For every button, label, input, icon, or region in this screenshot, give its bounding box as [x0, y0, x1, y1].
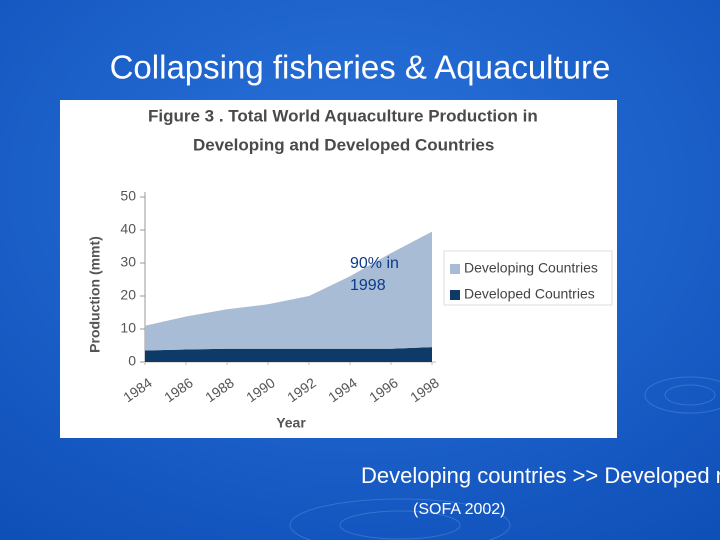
y-tick-label: 20 — [120, 287, 136, 303]
legend — [443, 250, 613, 306]
y-tick-label: 0 — [128, 353, 136, 369]
x-axis-label: Year — [276, 415, 306, 431]
source: (SOFA 2002) — [413, 501, 506, 518]
ripples — [289, 376, 720, 545]
chart-title: Developing and Developed Countries — [193, 135, 494, 154]
legend-swatch — [450, 264, 460, 274]
annotation: 90% in — [350, 255, 399, 272]
legend-label: Developing Countries — [464, 260, 598, 276]
area — [145, 347, 432, 362]
annotation: 1998 — [350, 277, 386, 294]
y-tick-label: 30 — [120, 254, 136, 270]
y-axis-label: Production (mmt) — [87, 236, 103, 353]
y-tick-label: 40 — [120, 221, 136, 237]
chart-title: Figure 3 . Total World Aquaculture Produ… — [148, 106, 538, 125]
legend-swatch — [450, 290, 460, 300]
area — [145, 231, 432, 351]
legend-label: Developed Countries — [464, 286, 595, 302]
caption: Developing countries >> Developed nation… — [361, 463, 720, 488]
y-tick-label: 50 — [120, 188, 136, 204]
y-tick-label: 10 — [120, 320, 136, 336]
slide-title: Collapsing fisheries & Aquaculture — [110, 49, 611, 86]
